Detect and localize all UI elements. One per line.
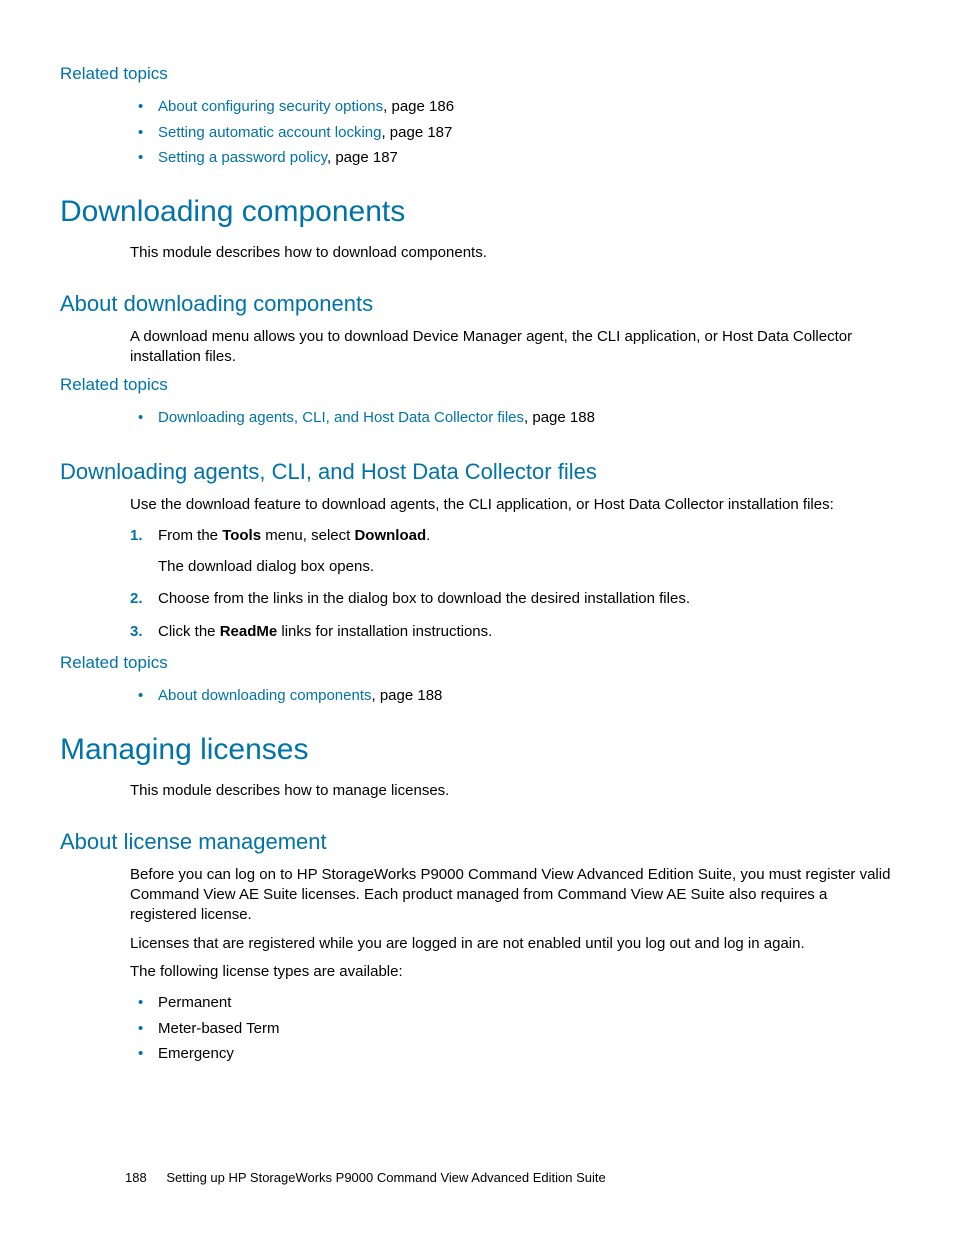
license-type: Permanent — [158, 994, 231, 1011]
step-item: Click the ReadMe links for installation … — [130, 621, 894, 644]
step-text: . — [426, 527, 430, 544]
step-text: Click the — [158, 623, 220, 640]
section-heading-licenses: Managing licenses — [60, 733, 894, 767]
step-text: Choose from the links in the dialog box … — [158, 590, 690, 607]
body-text: Before you can log on to HP StorageWorks… — [130, 865, 894, 926]
ui-label-download: Download — [354, 527, 426, 544]
subsection-heading-about-license: About license management — [60, 829, 894, 855]
body-text: The following license types are availabl… — [130, 962, 894, 982]
body-text: A download menu allows you to download D… — [130, 327, 894, 368]
related-topics-list: About downloading components, page 188 — [130, 683, 894, 709]
related-topics-heading: Related topics — [60, 64, 894, 84]
list-item: About downloading components, page 188 — [130, 683, 894, 709]
xref-link[interactable]: About downloading components — [158, 687, 372, 704]
page-number: 188 — [125, 1170, 147, 1185]
subsection-heading-about-downloading: About downloading components — [60, 291, 894, 317]
list-item: Downloading agents, CLI, and Host Data C… — [130, 405, 894, 431]
list-item: Setting automatic account locking, page … — [130, 120, 894, 146]
list-item: Emergency — [130, 1041, 894, 1067]
body-text: Licenses that are registered while you a… — [130, 934, 894, 954]
xref-suffix: , page 186 — [383, 98, 454, 115]
list-item: About configuring security options, page… — [130, 94, 894, 120]
related-topics-list: Downloading agents, CLI, and Host Data C… — [130, 405, 894, 431]
ui-label-readme: ReadMe — [220, 623, 278, 640]
procedure-steps: From the Tools menu, select Download. Th… — [130, 525, 894, 643]
license-types-list: Permanent Meter-based Term Emergency — [130, 990, 894, 1067]
list-item: Permanent — [130, 990, 894, 1016]
section-intro: This module describes how to manage lice… — [130, 781, 894, 801]
body-text: Use the download feature to download age… — [130, 495, 894, 515]
document-page: Related topics About configuring securit… — [0, 0, 954, 1235]
list-item: Setting a password policy, page 187 — [130, 145, 894, 171]
xref-suffix: , page 187 — [381, 124, 452, 141]
page-footer: 188 Setting up HP StorageWorks P9000 Com… — [125, 1170, 606, 1185]
step-item: Choose from the links in the dialog box … — [130, 588, 894, 611]
xref-link[interactable]: Setting a password policy — [158, 149, 327, 166]
subsection-heading-downloading-files: Downloading agents, CLI, and Host Data C… — [60, 459, 894, 485]
step-text: menu, select — [261, 527, 354, 544]
xref-link[interactable]: Downloading agents, CLI, and Host Data C… — [158, 409, 524, 426]
related-topics-list: About configuring security options, page… — [130, 94, 894, 171]
license-type: Meter-based Term — [158, 1020, 279, 1037]
xref-suffix: , page 187 — [327, 149, 398, 166]
footer-title: Setting up HP StorageWorks P9000 Command… — [166, 1170, 605, 1185]
license-type: Emergency — [158, 1045, 234, 1062]
related-topics-heading: Related topics — [60, 375, 894, 395]
list-item: Meter-based Term — [130, 1016, 894, 1042]
xref-suffix: , page 188 — [372, 687, 443, 704]
xref-link[interactable]: Setting automatic account locking — [158, 124, 381, 141]
related-topics-heading: Related topics — [60, 653, 894, 673]
step-result: The download dialog box opens. — [158, 556, 894, 579]
xref-suffix: , page 188 — [524, 409, 595, 426]
section-intro: This module describes how to download co… — [130, 243, 894, 263]
step-item: From the Tools menu, select Download. Th… — [130, 525, 894, 578]
xref-link[interactable]: About configuring security options — [158, 98, 383, 115]
section-heading-downloading: Downloading components — [60, 195, 894, 229]
ui-label-tools: Tools — [222, 527, 261, 544]
step-text: From the — [158, 527, 222, 544]
step-text: links for installation instructions. — [277, 623, 492, 640]
